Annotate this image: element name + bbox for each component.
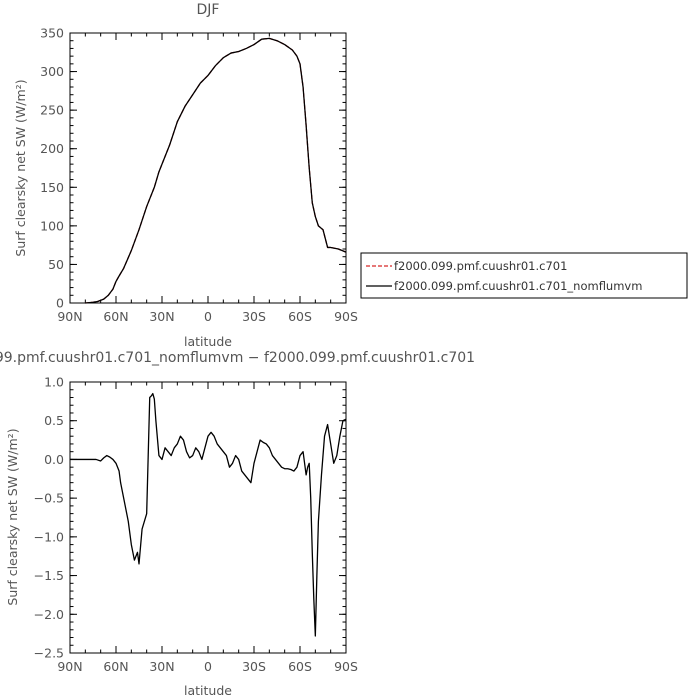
top-chart-xlabel: latitude [184,334,232,349]
y-tick-label: 50 [48,257,64,272]
bottom-chart-title: f2000.099.pmf.cuushr01.c701_nomflumvm − … [0,350,475,366]
y-tick-label: −0.5 [34,491,64,506]
top-chart-panel: DJF 90N 60N 30N 0 30S 60S 90S 0 50 100 150 200 250 30… [13,2,358,349]
top-chart-frame [69,32,347,304]
bottom-chart-ticks: 90N 60N 30N 0 30S 60S 90S 1.0 0.5 0.0 −0.5 −1.0 −1.5… [34,375,358,675]
y-tick-label: 200 [40,141,64,156]
x-tick-label: 90N [57,659,82,674]
y-tick-label: 100 [40,218,64,233]
x-tick-label: 60N [103,659,128,674]
legend-label-2: f2000.099.pmf.cuushr01.c701_nomflumvm [394,279,642,293]
legend-box [360,252,688,299]
y-tick-label: 300 [40,64,64,79]
y-tick-label: 250 [40,103,64,118]
x-tick-label: 90S [334,659,358,674]
y-tick-label: 350 [40,26,64,41]
bottom-chart-xlabel: latitude [184,683,232,698]
bottom-chart-ylabel: Surf clearsky net SW (W/m²) [5,428,20,605]
x-tick-label: 60N [103,309,128,324]
y-tick-label: −2.0 [34,607,64,622]
x-tick-label: 30S [242,309,266,324]
bottom-chart-panel: f2000.099.pmf.cuushr01.c701_nomflumvm − … [0,350,475,698]
top-chart-ticks: 90N 60N 30N 0 30S 60S 90S 0 50 100 150 200 250 300 350 [40,26,358,325]
top-chart-lines [85,37,347,304]
y-tick-label: −1.0 [34,529,64,544]
x-tick-label: 0 [204,309,212,324]
series-line-1 [85,37,347,304]
x-tick-label: 30N [149,309,174,324]
x-tick-label: 90S [334,309,358,324]
series-line-2 [85,37,347,304]
series-line-1 [70,392,347,637]
y-tick-label: −2.5 [34,646,64,661]
top-chart-ylabel: Surf clearsky net SW (W/m²) [13,79,28,256]
y-tick-label: 0.0 [44,452,64,467]
legend-label-1: f2000.099.pmf.cuushr01.c701 [394,259,567,273]
x-tick-label: 60S [288,659,312,674]
x-tick-label: 30S [242,659,266,674]
top-chart-title: DJF [197,2,220,18]
legend: f2000.099.pmf.cuushr01.c701 f2000.099.pm… [360,252,688,299]
y-tick-label: 1.0 [44,375,64,390]
y-tick-label: 150 [40,180,64,195]
x-tick-label: 60S [288,309,312,324]
x-tick-label: 30N [149,659,174,674]
bottom-chart-lines [70,392,347,637]
x-tick-label: 0 [204,659,212,674]
bottom-chart-frame [69,381,347,654]
y-tick-label: 0.5 [44,413,64,428]
y-tick-label: −1.5 [34,568,64,583]
y-tick-label: 0 [56,296,64,311]
x-tick-label: 90N [57,309,82,324]
